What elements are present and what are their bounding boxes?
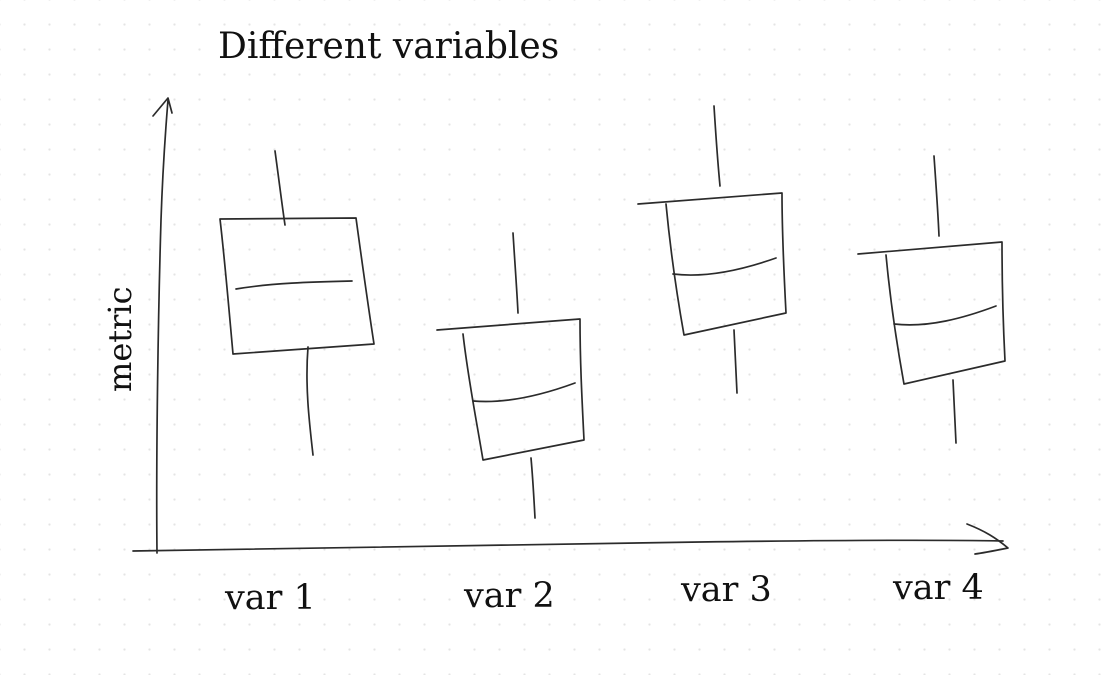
lower-whisker [952, 379, 957, 444]
box-plot-var-4 [857, 155, 1006, 444]
upper-whisker [274, 150, 286, 226]
median-line [893, 305, 997, 326]
lower-whisker [306, 346, 314, 456]
upper-whisker [713, 105, 721, 187]
median-line [672, 257, 777, 276]
box-plot-var-1 [219, 150, 375, 456]
y-axis-line [155, 99, 169, 554]
upper-whisker [512, 232, 519, 314]
category-label-var-3: var 3 [680, 570, 772, 610]
lower-whisker [530, 457, 536, 519]
y-axis-arrowhead [152, 97, 173, 117]
median-line [472, 382, 576, 403]
x-axis-line [132, 539, 1004, 552]
y-axis [152, 97, 173, 554]
upper-whisker [933, 155, 940, 237]
category-label-var-1: var 1 [224, 578, 316, 618]
box-plot-var-3 [637, 105, 787, 394]
box-plot-var-2 [436, 232, 585, 519]
category-label-var-2: var 2 [463, 576, 555, 616]
box [436, 318, 585, 461]
box [637, 192, 787, 336]
box [219, 217, 375, 355]
category-label-var-4: var 4 [892, 568, 984, 608]
median-line [235, 280, 353, 290]
x-axis-arrowhead [966, 523, 1009, 555]
diagram-title: Different variables [218, 26, 559, 67]
box [857, 241, 1006, 385]
x-axis [132, 523, 1009, 555]
lower-whisker [733, 329, 738, 394]
y-axis-label: metric [101, 286, 139, 392]
